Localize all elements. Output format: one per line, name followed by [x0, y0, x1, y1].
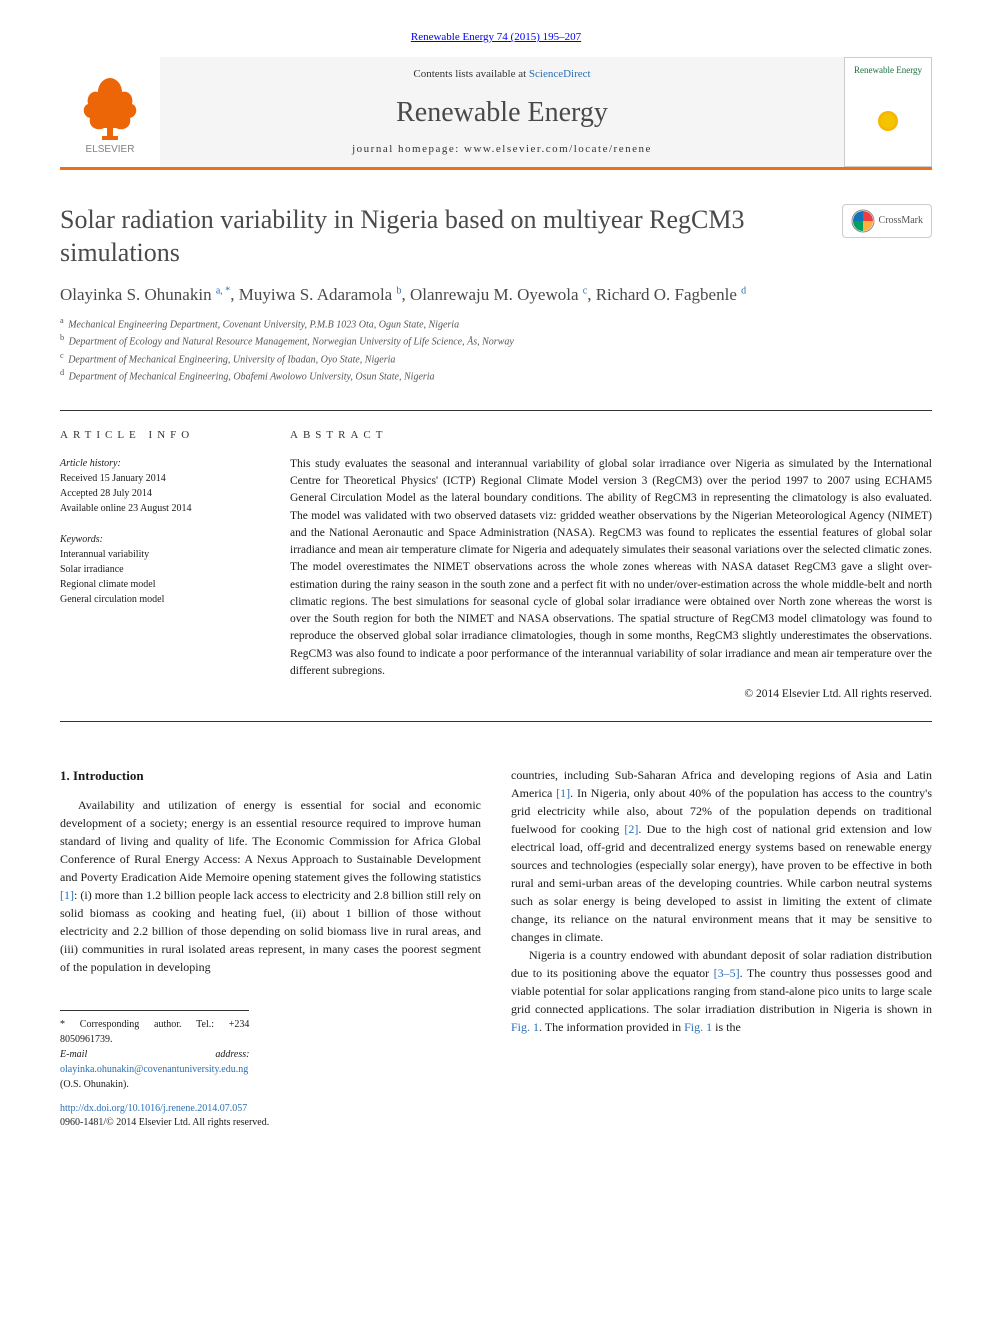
journal-cover-thumbnail: Renewable Energy — [844, 57, 932, 167]
crossmark-icon — [851, 209, 875, 233]
abstract-heading: ABSTRACT — [290, 427, 932, 444]
keywords-list: Interannual variabilitySolar irradianceR… — [60, 547, 260, 607]
article-title: Solar radiation variability in Nigeria b… — [60, 204, 822, 269]
body-col-left: 1. Introduction Availability and utiliza… — [60, 766, 481, 1130]
corresponding-author-line: * Corresponding author. Tel.: +234 80509… — [60, 1017, 249, 1047]
intro-paragraph-2: countries, including Sub-Saharan Africa … — [511, 766, 932, 946]
affiliations-block: a Mechanical Engineering Department, Cov… — [60, 315, 932, 384]
doi-block: http://dx.doi.org/10.1016/j.renene.2014.… — [60, 1102, 481, 1130]
authors-line: Olayinka S. Ohunakin a, *, Muyiwa S. Ada… — [60, 283, 932, 307]
history-received: Received 15 January 2014 — [60, 473, 166, 484]
journal-homepage-line: journal homepage: www.elsevier.com/locat… — [352, 142, 652, 157]
elsevier-tree-icon: ELSEVIER — [74, 70, 146, 154]
keyword-item: Interannual variability — [60, 547, 260, 562]
article-info-heading: ARTICLE INFO — [60, 427, 260, 444]
keywords-label: Keywords: — [60, 532, 260, 547]
history-online: Available online 23 August 2014 — [60, 503, 191, 514]
history-accepted: Accepted 28 July 2014 — [60, 488, 152, 499]
affiliation-line: a Mechanical Engineering Department, Cov… — [60, 315, 932, 332]
abstract-block: ABSTRACT This study evaluates the season… — [290, 427, 932, 703]
article-info-block: ARTICLE INFO Article history: Received 1… — [60, 427, 260, 703]
keyword-item: General circulation model — [60, 592, 260, 607]
journal-reference-link[interactable]: Renewable Energy 74 (2015) 195–207 — [411, 31, 581, 43]
crossmark-label: CrossMark — [879, 214, 923, 228]
cover-title-label: Renewable Energy — [854, 64, 922, 77]
journal-reference-line: Renewable Energy 74 (2015) 195–207 — [60, 30, 932, 45]
footnotes-block: * Corresponding author. Tel.: +234 80509… — [60, 1010, 249, 1092]
journal-banner: ELSEVIER Contents lists available at Sci… — [60, 57, 932, 170]
affiliation-line: d Department of Mechanical Engineering, … — [60, 367, 932, 384]
banner-center: Contents lists available at ScienceDirec… — [160, 57, 844, 167]
sun-icon — [878, 111, 898, 131]
affiliation-line: b Department of Ecology and Natural Reso… — [60, 332, 932, 349]
journal-title: Renewable Energy — [396, 93, 608, 132]
body-col-right: countries, including Sub-Saharan Africa … — [511, 766, 932, 1130]
crossmark-badge[interactable]: CrossMark — [842, 204, 932, 238]
section-heading-introduction: 1. Introduction — [60, 766, 481, 786]
publisher-name-label: ELSEVIER — [86, 144, 135, 154]
email-link[interactable]: olayinka.ohunakin@covenantuniversity.edu… — [60, 1064, 248, 1075]
abstract-text: This study evaluates the seasonal and in… — [290, 456, 932, 680]
email-line: E-mail address: olayinka.ohunakin@covena… — [60, 1047, 249, 1092]
keyword-item: Solar irradiance — [60, 562, 260, 577]
sciencedirect-link[interactable]: ScienceDirect — [529, 68, 591, 80]
abstract-copyright: © 2014 Elsevier Ltd. All rights reserved… — [290, 686, 932, 703]
intro-paragraph-1: Availability and utilization of energy i… — [60, 796, 481, 976]
intro-paragraph-3: Nigeria is a country endowed with abunda… — [511, 946, 932, 1036]
publisher-logo: ELSEVIER — [60, 57, 160, 167]
body-two-column: 1. Introduction Availability and utiliza… — [60, 766, 932, 1130]
history-label: Article history: — [60, 458, 121, 469]
doi-link[interactable]: http://dx.doi.org/10.1016/j.renene.2014.… — [60, 1103, 247, 1114]
affiliation-line: c Department of Mechanical Engineering, … — [60, 350, 932, 367]
issn-copyright-line: 0960-1481/© 2014 Elsevier Ltd. All right… — [60, 1117, 269, 1128]
contents-available-line: Contents lists available at ScienceDirec… — [413, 67, 590, 82]
keyword-item: Regional climate model — [60, 577, 260, 592]
